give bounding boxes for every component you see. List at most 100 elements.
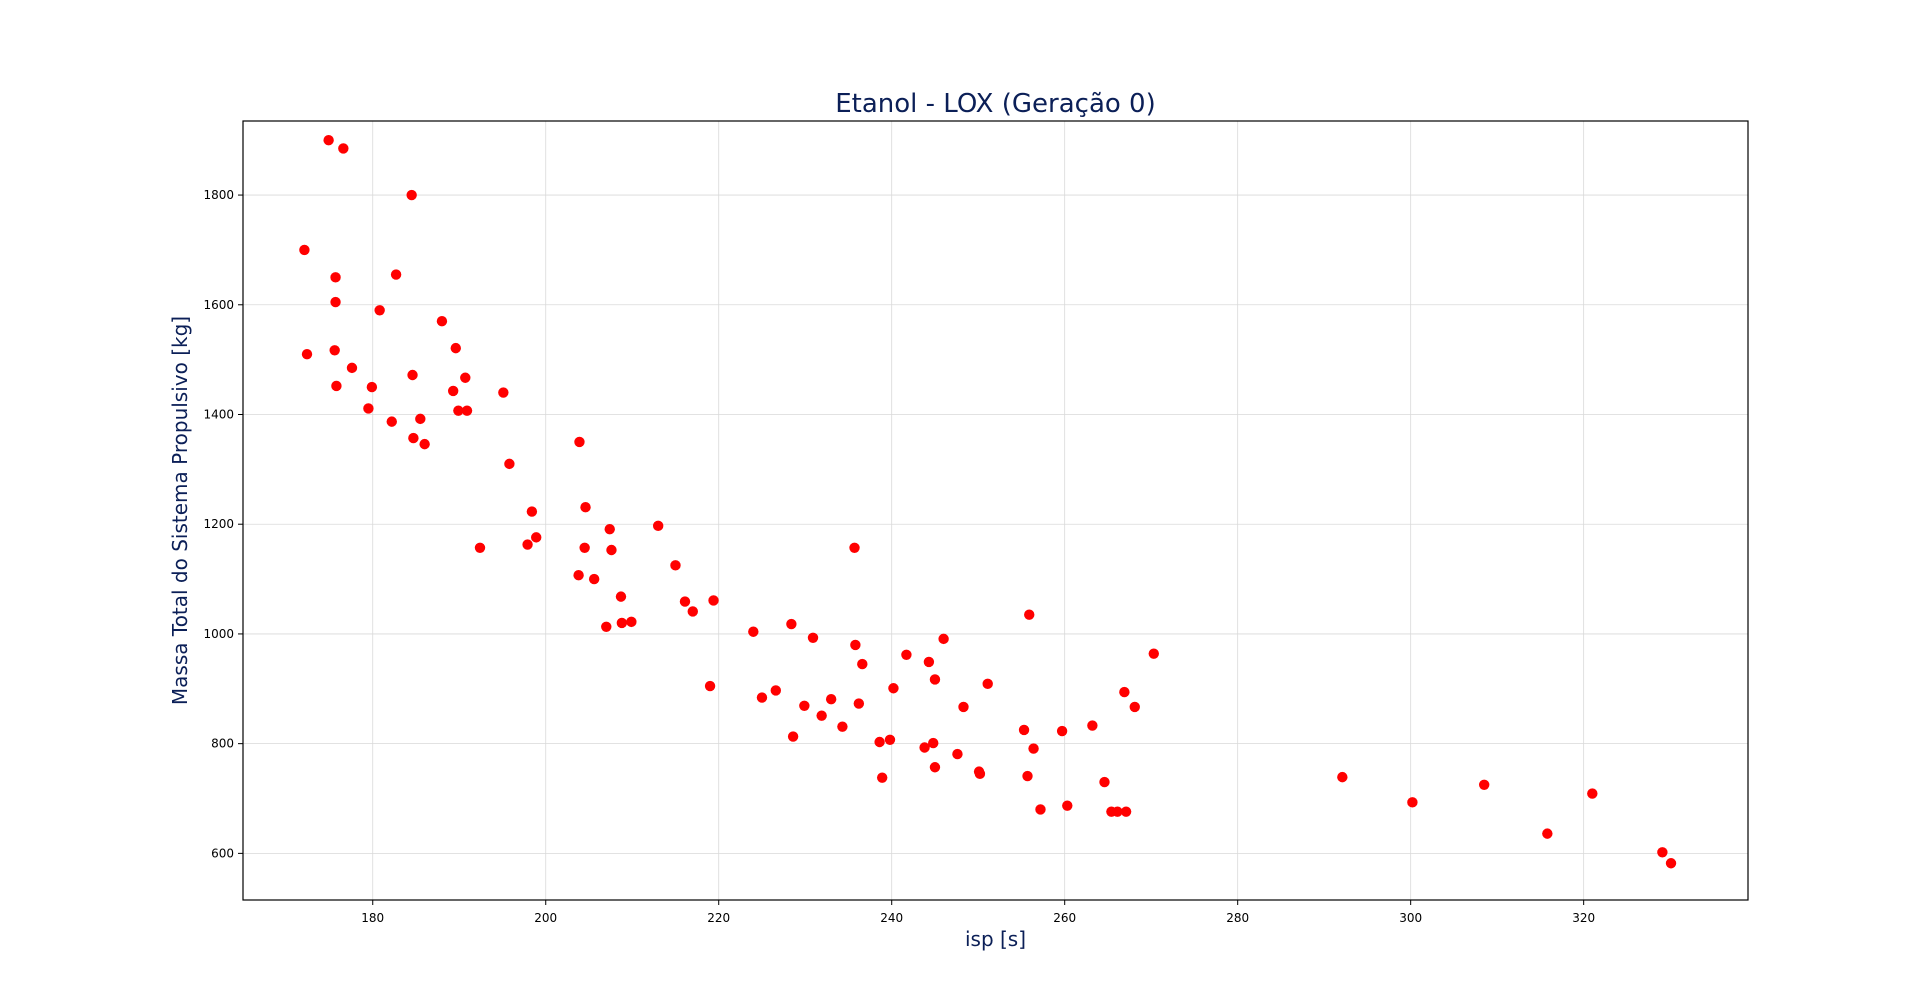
data-point <box>1056 725 1068 737</box>
data-point <box>799 700 810 711</box>
data-point <box>363 403 374 414</box>
data-point <box>301 348 313 360</box>
data-point <box>406 189 417 201</box>
grid <box>243 121 1748 900</box>
data-point <box>958 701 969 713</box>
data-point <box>1028 743 1039 754</box>
data-point <box>982 678 993 690</box>
data-point <box>708 595 719 606</box>
data-point <box>974 768 986 780</box>
data-points <box>299 135 1677 869</box>
data-point <box>857 658 868 670</box>
data-point <box>1657 847 1668 858</box>
data-point <box>704 680 716 692</box>
data-point <box>579 542 590 554</box>
data-point <box>1407 797 1418 808</box>
data-point <box>928 737 939 749</box>
data-point <box>299 244 310 256</box>
chart-title: Etanol - LOX (Geração 0) <box>835 89 1156 119</box>
data-point <box>1112 806 1123 817</box>
data-point <box>447 385 459 397</box>
data-point <box>606 544 617 556</box>
data-point <box>853 698 865 709</box>
data-point <box>1062 800 1073 811</box>
data-point <box>1099 776 1110 788</box>
axis-ticks: 180 200 220 240 260 280 300 320 600 800 1000 1200 14… <box>203 188 1595 925</box>
x-tick-label: 300 <box>1399 911 1422 925</box>
data-point <box>390 269 402 280</box>
data-point <box>474 542 486 554</box>
x-tick-label: 220 <box>707 911 730 925</box>
data-point <box>453 405 464 416</box>
data-point <box>952 748 963 760</box>
data-point <box>338 143 349 154</box>
data-point <box>652 520 664 532</box>
data-point <box>874 736 885 748</box>
data-point <box>884 734 896 746</box>
data-point <box>626 616 637 628</box>
data-point <box>1542 828 1553 839</box>
data-point <box>1087 720 1098 731</box>
data-point <box>929 674 941 685</box>
data-point <box>450 342 461 354</box>
y-tick-label: 600 <box>211 846 234 860</box>
y-tick-label: 800 <box>211 737 234 751</box>
data-point <box>1665 858 1677 869</box>
data-point <box>374 305 385 316</box>
data-point <box>825 694 837 705</box>
x-tick-label: 200 <box>534 911 557 925</box>
data-point <box>876 772 888 783</box>
data-point <box>837 721 848 732</box>
data-point <box>504 458 515 470</box>
data-point <box>901 649 912 660</box>
data-point <box>573 570 584 581</box>
data-point <box>522 539 533 550</box>
data-point <box>366 381 378 393</box>
data-point <box>346 362 358 374</box>
data-point <box>1587 788 1598 799</box>
plot-frame <box>242 120 1749 901</box>
data-point <box>408 432 419 444</box>
data-point <box>1035 804 1046 815</box>
data-point <box>407 369 418 381</box>
x-axis-label: isp [s] <box>965 927 1026 951</box>
data-point <box>498 387 509 398</box>
data-point <box>601 621 612 633</box>
data-point <box>929 762 941 773</box>
data-point <box>786 618 797 630</box>
data-point <box>1148 648 1159 659</box>
x-tick-label: 240 <box>880 911 903 925</box>
data-point <box>1337 771 1348 783</box>
data-point <box>1129 701 1140 713</box>
data-point <box>1018 724 1030 736</box>
data-point <box>330 272 341 283</box>
data-point <box>849 542 860 554</box>
data-point <box>604 523 615 535</box>
data-point <box>329 345 340 356</box>
data-point <box>460 372 471 383</box>
y-tick-label: 1400 <box>203 407 234 421</box>
data-point <box>679 596 691 607</box>
x-tick-label: 180 <box>361 911 384 925</box>
data-point <box>461 405 473 416</box>
data-point <box>386 416 397 427</box>
data-point <box>588 573 600 585</box>
data-point <box>526 506 538 517</box>
data-point <box>615 591 627 602</box>
data-point <box>850 639 861 651</box>
y-tick-label: 1800 <box>203 188 234 202</box>
data-point <box>919 742 930 753</box>
data-point <box>1022 770 1033 782</box>
x-tick-label: 320 <box>1572 911 1595 925</box>
y-tick-label: 1600 <box>203 298 234 312</box>
data-point <box>331 380 342 392</box>
x-tick-label: 260 <box>1053 911 1076 925</box>
data-point <box>1024 609 1035 620</box>
y-tick-label: 1200 <box>203 517 234 531</box>
data-point <box>1119 686 1130 698</box>
x-tick-label: 280 <box>1226 911 1249 925</box>
data-point <box>816 710 827 721</box>
data-point <box>938 633 949 645</box>
